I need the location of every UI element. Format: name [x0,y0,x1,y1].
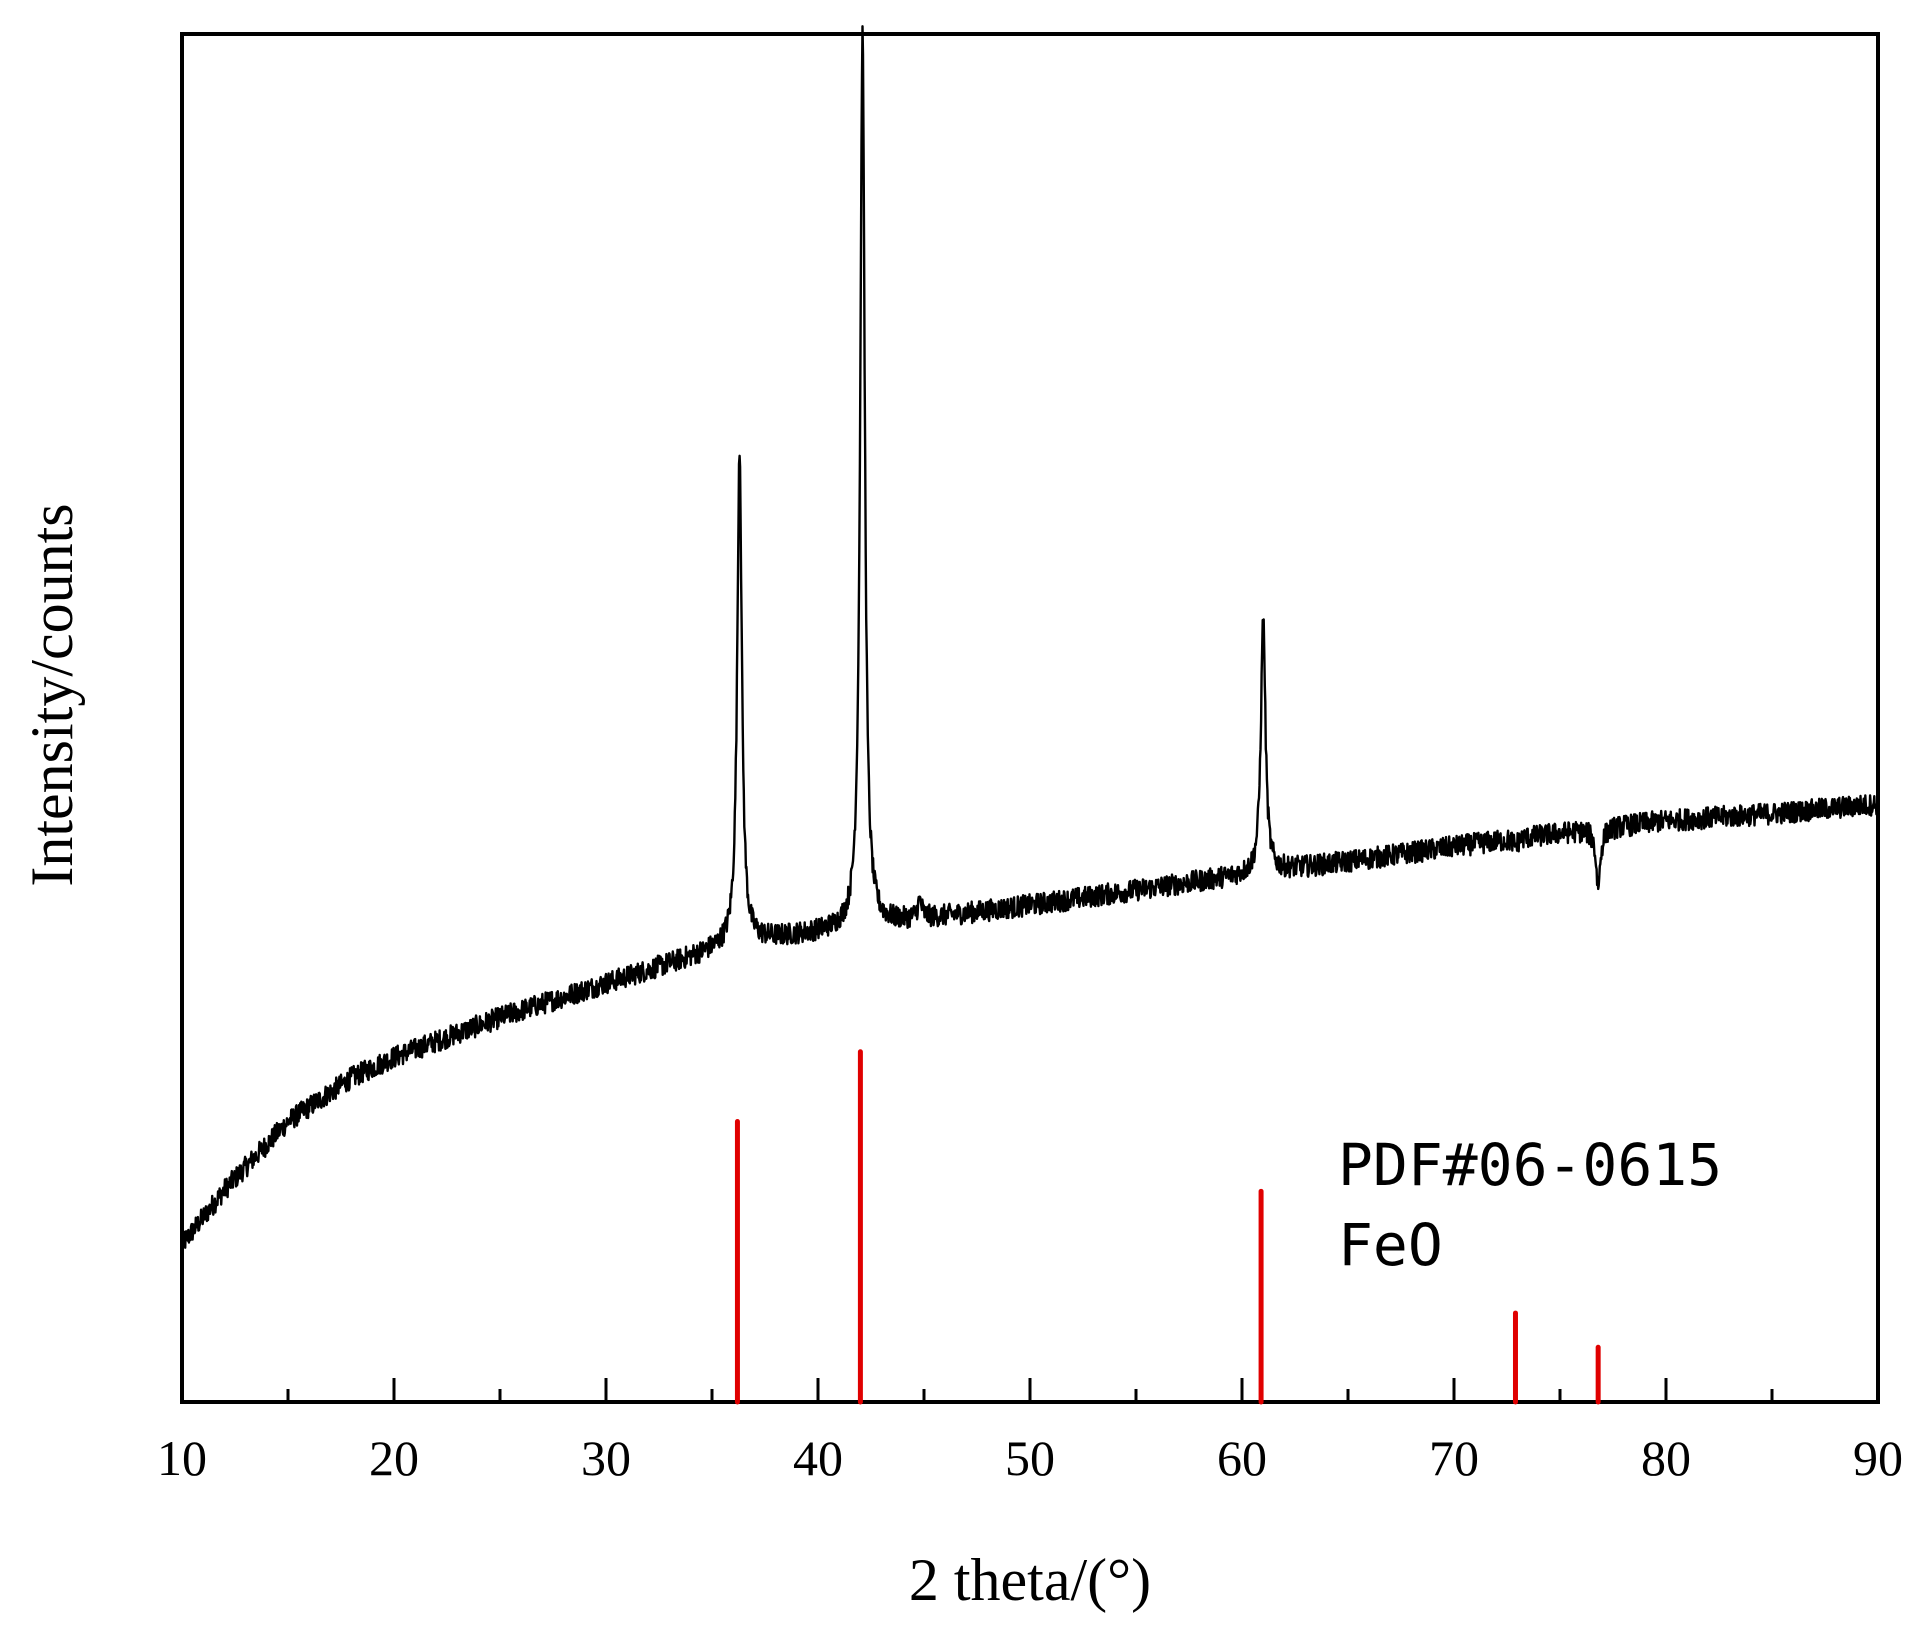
reference-sticks [734,1049,1601,1405]
x-tick-label: 70 [1429,1430,1479,1486]
measured-pattern-line [180,25,1880,1250]
x-tick-label: 10 [157,1430,207,1486]
x-axis-title: 2 theta/(°) [909,1547,1151,1613]
x-axis-tick-labels: 10 20 30 40 50 60 70 80 90 [157,1430,1903,1486]
x-tick-label: 80 [1641,1430,1691,1486]
x-tick-label: 60 [1217,1430,1267,1486]
reference-label-phase: FeO [1338,1211,1443,1279]
x-tick-label: 30 [581,1430,631,1486]
y-axis-title: Intensity/counts [19,503,85,886]
x-tick-label: 20 [369,1430,419,1486]
x-tick-label: 50 [1005,1430,1055,1486]
x-axis-ticks [286,1378,1774,1402]
x-tick-label: 40 [793,1430,843,1486]
x-tick-label: 90 [1853,1430,1903,1486]
reference-label-code: PDF#06-0615 [1338,1131,1722,1199]
